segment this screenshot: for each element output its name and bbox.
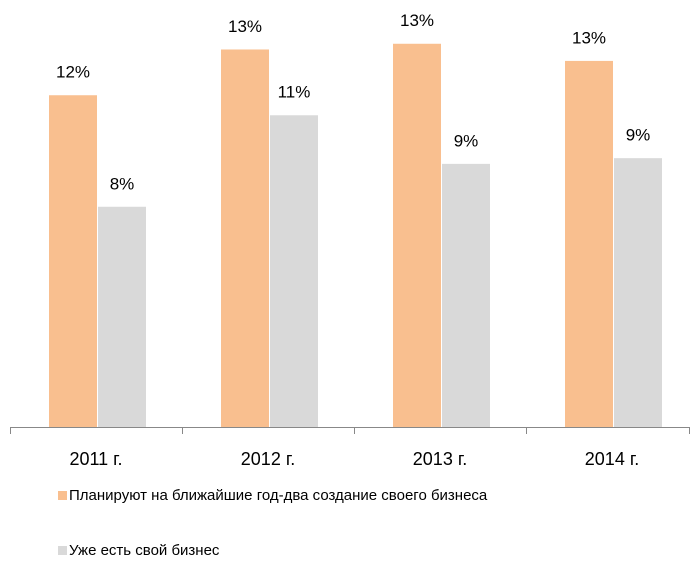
value-label: 9% (626, 126, 651, 145)
value-label: 13% (572, 28, 606, 47)
value-label: 11% (278, 83, 311, 102)
value-label: 12% (56, 63, 90, 82)
x-tick-label: 2011 г. (69, 449, 122, 469)
value-label: 13% (228, 17, 262, 36)
x-tick-label: 2012 г. (241, 449, 295, 469)
x-tick-label: 2014 г. (585, 449, 639, 469)
value-label: 8% (110, 174, 135, 193)
legend-label: Уже есть свой бизнес (69, 542, 220, 559)
value-label: 9% (454, 131, 479, 150)
bar (221, 49, 269, 427)
bar (49, 95, 97, 428)
bar (614, 158, 662, 427)
bar (98, 206, 146, 427)
bar (565, 60, 613, 428)
value-label: 13% (400, 11, 434, 30)
bar (393, 43, 441, 427)
legend-swatch (58, 546, 67, 555)
bar (270, 115, 318, 427)
bar (442, 163, 490, 427)
legend-label: Планируют на ближайшие год-два создание … (69, 487, 488, 504)
legend-swatch (58, 491, 67, 500)
x-tick-label: 2013 г. (413, 449, 467, 469)
